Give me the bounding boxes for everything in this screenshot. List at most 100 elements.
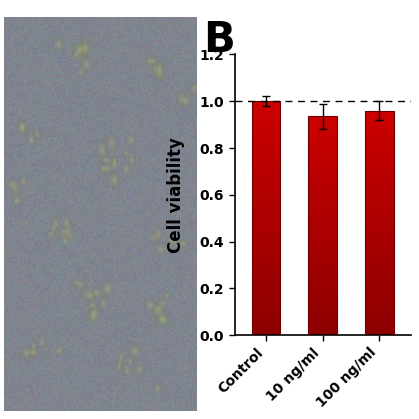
Bar — [365, 124, 393, 127]
Bar — [252, 174, 280, 177]
Bar — [365, 111, 393, 335]
Bar — [308, 330, 337, 332]
Bar — [252, 274, 280, 277]
Bar — [308, 229, 337, 231]
Bar — [365, 153, 393, 155]
Bar — [252, 230, 280, 233]
Bar — [252, 124, 280, 127]
Bar — [365, 192, 393, 195]
Bar — [252, 168, 280, 171]
Bar — [365, 223, 393, 226]
Bar — [252, 309, 280, 312]
Bar — [365, 321, 393, 324]
Bar — [365, 265, 393, 268]
Bar — [308, 305, 337, 308]
Bar — [252, 285, 280, 288]
Bar — [308, 217, 337, 220]
Bar — [365, 144, 393, 147]
Bar — [252, 248, 280, 251]
Bar — [365, 234, 393, 237]
Bar — [365, 285, 393, 287]
Bar — [308, 158, 337, 160]
Bar — [252, 236, 280, 239]
Bar — [365, 307, 393, 310]
Bar — [365, 189, 393, 192]
Bar — [308, 171, 337, 174]
Bar — [252, 183, 280, 186]
Bar — [252, 154, 280, 157]
Bar — [308, 289, 337, 292]
Bar — [308, 310, 337, 313]
Bar — [308, 138, 337, 141]
Bar — [252, 201, 280, 204]
Bar — [252, 312, 280, 315]
Bar — [308, 199, 337, 201]
Bar — [252, 192, 280, 195]
Bar — [252, 282, 280, 285]
Bar — [308, 125, 337, 127]
Bar — [252, 329, 280, 332]
Bar — [252, 142, 280, 145]
Bar — [365, 327, 393, 330]
Bar — [308, 294, 337, 297]
Bar — [252, 253, 280, 256]
Bar — [308, 133, 337, 136]
Bar — [252, 177, 280, 180]
Bar — [365, 254, 393, 256]
Bar — [308, 313, 337, 316]
Bar — [365, 172, 393, 175]
Bar — [308, 177, 337, 179]
Bar — [308, 297, 337, 300]
Bar — [308, 168, 337, 171]
Bar — [365, 161, 393, 164]
Bar — [365, 228, 393, 231]
Bar — [365, 316, 393, 318]
Bar — [365, 133, 393, 136]
Bar — [365, 164, 393, 167]
Bar — [308, 256, 337, 259]
Bar — [365, 231, 393, 234]
Bar — [308, 253, 337, 256]
Bar — [308, 201, 337, 204]
Bar — [252, 145, 280, 148]
Bar — [308, 190, 337, 193]
Bar — [308, 130, 337, 133]
Bar — [252, 218, 280, 221]
Bar — [308, 240, 337, 242]
Bar — [365, 268, 393, 271]
Bar — [365, 296, 393, 299]
Bar — [365, 248, 393, 251]
Bar — [365, 114, 393, 116]
Bar — [308, 207, 337, 210]
Bar — [365, 181, 393, 184]
Bar — [308, 245, 337, 248]
Bar — [365, 217, 393, 220]
Bar — [252, 245, 280, 248]
Bar — [308, 303, 337, 305]
Bar — [365, 116, 393, 119]
Bar — [308, 280, 337, 283]
Bar — [252, 210, 280, 212]
Bar — [252, 160, 280, 163]
Bar — [252, 148, 280, 151]
Bar — [365, 302, 393, 304]
Bar — [308, 251, 337, 253]
Bar — [252, 239, 280, 242]
Bar — [252, 101, 280, 335]
Bar — [252, 291, 280, 294]
Bar — [308, 321, 337, 324]
Bar — [252, 198, 280, 201]
Bar — [252, 256, 280, 259]
Bar — [365, 186, 393, 189]
Bar — [365, 246, 393, 248]
Bar — [308, 163, 337, 166]
Bar — [252, 130, 280, 133]
Bar — [308, 267, 337, 269]
Bar — [252, 251, 280, 253]
Bar — [308, 234, 337, 237]
Bar — [252, 326, 280, 329]
Bar — [252, 127, 280, 130]
Bar — [308, 332, 337, 335]
Bar — [252, 166, 280, 168]
Bar — [308, 231, 337, 234]
